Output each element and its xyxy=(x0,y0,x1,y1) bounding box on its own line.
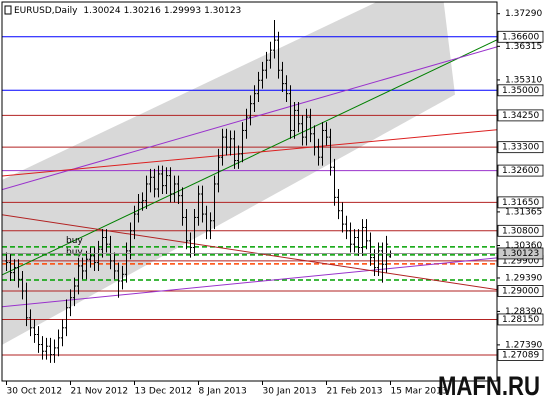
level-label: 1.29900 xyxy=(502,256,539,266)
plot-area: buy buy xyxy=(2,2,497,363)
level-box xyxy=(497,109,544,122)
x-tick-label: 30 Oct 2012 xyxy=(7,387,63,397)
frame xyxy=(1,1,498,382)
order-label: buy xyxy=(66,236,83,246)
y-tick-label: 1.37290 xyxy=(505,9,542,19)
level-label: 1.30800 xyxy=(502,226,539,236)
trend-line xyxy=(2,39,497,276)
level-label: 1.27089 xyxy=(502,350,539,360)
chart-title: EURUSD,Daily 1.30024 1.30216 1.29993 1.30123 xyxy=(14,6,241,16)
x-tick-label: 21 Nov 2012 xyxy=(71,387,129,397)
x-tick-label: 30 Jan 2013 xyxy=(263,387,317,397)
watermark: MAFN.RU xyxy=(438,371,540,401)
low-value: 1.29993 xyxy=(164,6,201,16)
x-tick-label: 15 Mar 2013 xyxy=(391,387,448,397)
x-tick-label: 13 Dec 2012 xyxy=(135,387,193,397)
trend-line xyxy=(2,129,497,177)
level-label: 1.28150 xyxy=(502,315,539,325)
y-tick-label: 1.28390 xyxy=(505,307,542,317)
y-tick-label: 1.36315 xyxy=(505,42,542,52)
level-box xyxy=(497,313,544,326)
x-tick-label: 21 Feb 2013 xyxy=(327,387,383,397)
level-label: 1.32600 xyxy=(502,166,539,176)
trend-line xyxy=(2,46,497,191)
level-box xyxy=(497,285,544,297)
trend-line xyxy=(2,257,497,308)
level-label: 1.33300 xyxy=(502,143,539,153)
level-label: 1.36600 xyxy=(502,32,539,42)
level-box xyxy=(497,196,544,209)
trend-line xyxy=(2,214,497,291)
y-tick-label: 1.30360 xyxy=(505,241,542,251)
level-box xyxy=(497,141,544,154)
level-box xyxy=(497,349,544,361)
close-value: 1.30123 xyxy=(204,6,241,16)
level-label: 1.35000 xyxy=(502,86,539,96)
y-tick-label: 1.29390 xyxy=(505,273,542,283)
y-tick-label: 1.27390 xyxy=(505,340,542,350)
level-label: 1.34250 xyxy=(502,111,539,121)
bid-label: 1.30123 xyxy=(502,249,539,259)
level-box xyxy=(497,224,544,237)
high-value: 1.30216 xyxy=(124,6,161,16)
bid-box xyxy=(497,247,544,260)
level-label: 1.31650 xyxy=(502,198,539,208)
y-tick-label: 1.35310 xyxy=(505,75,542,85)
level-box xyxy=(497,30,544,43)
level-box xyxy=(497,84,544,97)
level-box xyxy=(497,164,544,177)
symbol: EURUSD,Daily xyxy=(14,6,78,16)
order-label: buy xyxy=(66,248,83,258)
axis: 30 Oct 2012 21 Nov 2012 13 Dec 2012 8 Jan 2… xyxy=(6,9,544,397)
regression-channel xyxy=(2,2,455,345)
x-tick-label: 8 Jan 2013 xyxy=(199,387,247,397)
symbol-icon xyxy=(4,5,12,15)
open-value: 1.30024 xyxy=(83,6,120,16)
y-tick-label: 1.31365 xyxy=(505,207,542,217)
level-label: 1.29000 xyxy=(502,287,539,297)
